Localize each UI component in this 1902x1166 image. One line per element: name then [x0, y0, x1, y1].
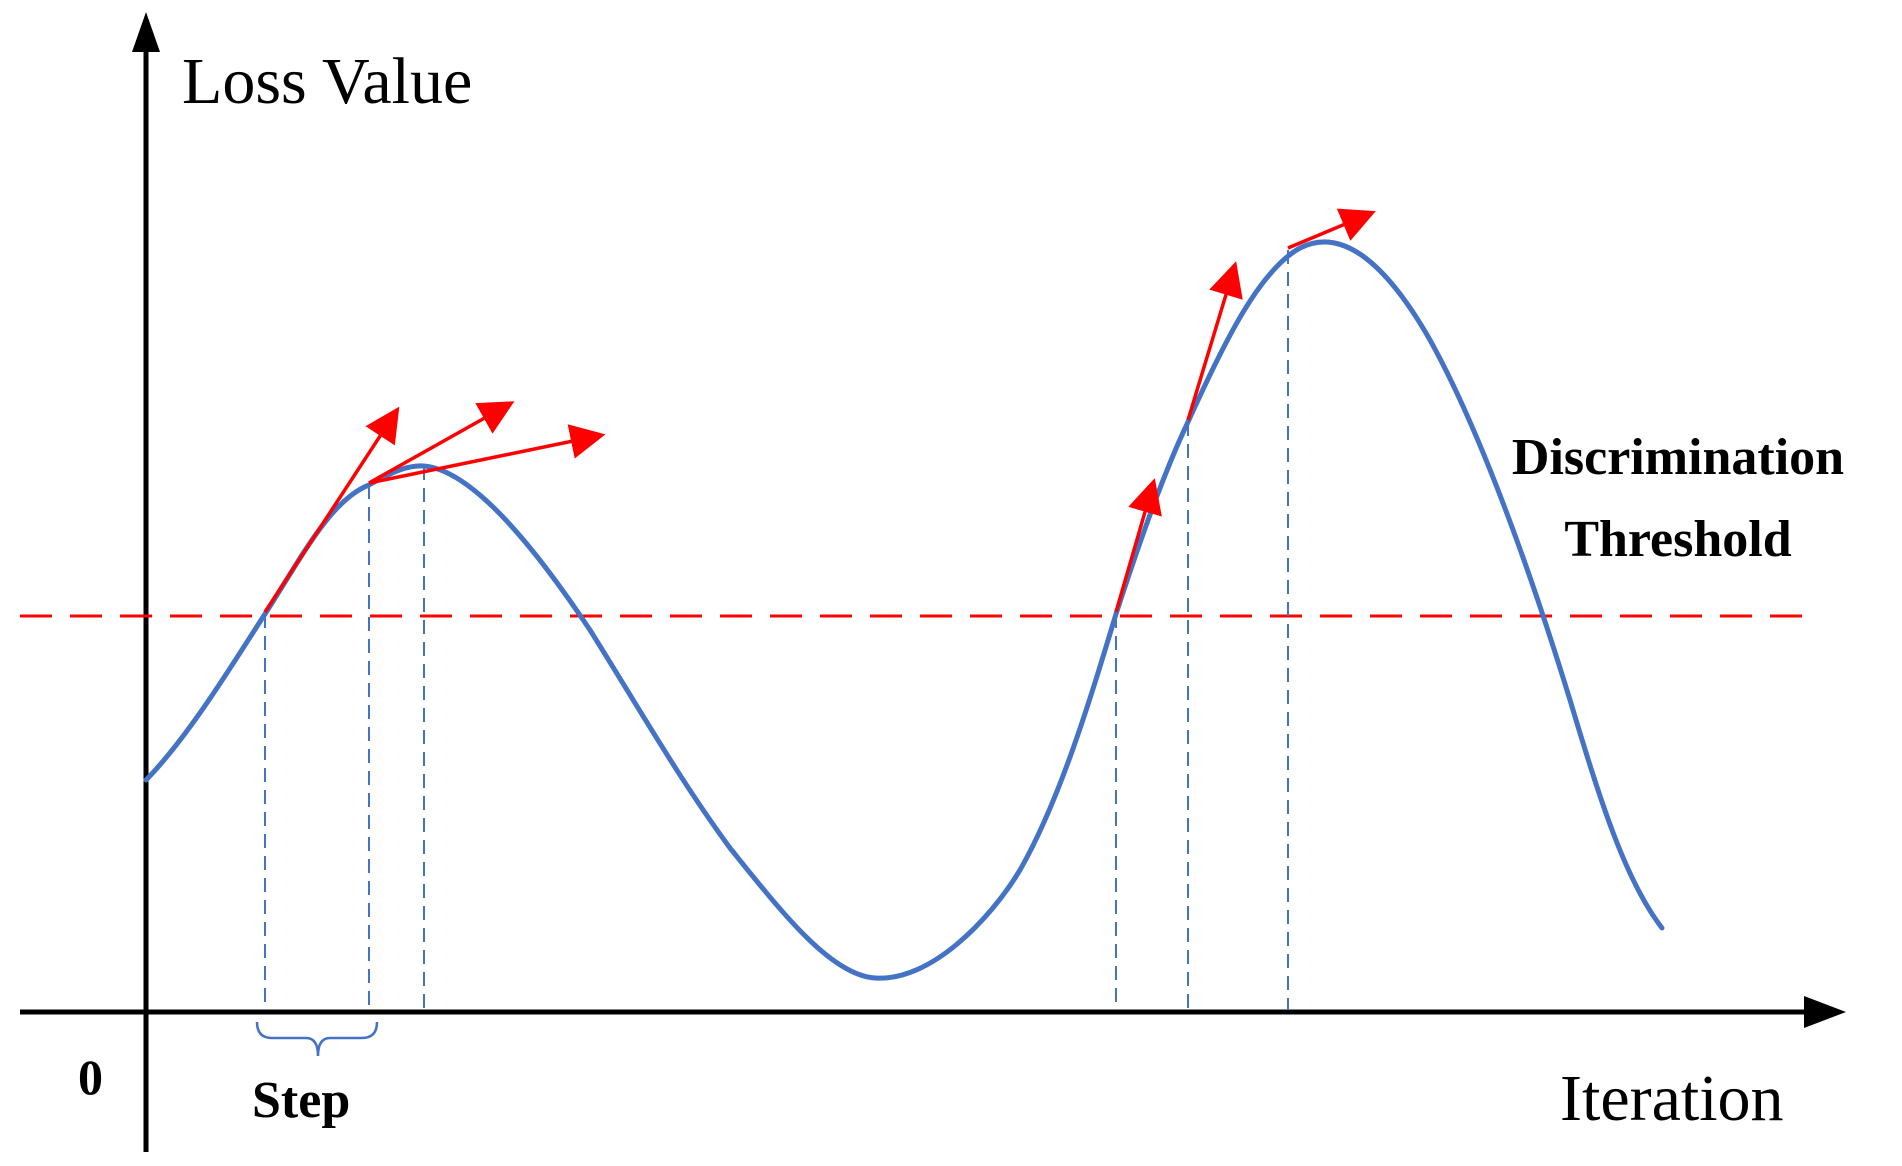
y-axis-arrow-icon [132, 12, 160, 52]
step-label: Step [252, 1072, 350, 1129]
red-arrow-icon [263, 208, 1376, 613]
y-axis-label: Loss Value [182, 45, 472, 118]
step-guide-lines [264, 250, 1289, 1010]
x-axis [20, 996, 1846, 1028]
x-axis-arrow-icon [1804, 996, 1846, 1028]
step-brace [255, 1021, 379, 1057]
threshold-label-line2: Threshold [1564, 511, 1791, 568]
threshold-label-line1: Discrimination [1512, 429, 1844, 486]
x-axis-label: Iteration [1560, 1062, 1784, 1135]
y-axis [132, 12, 160, 1152]
loss-curve [143, 239, 1665, 981]
origin-label: 0 [78, 1049, 103, 1105]
